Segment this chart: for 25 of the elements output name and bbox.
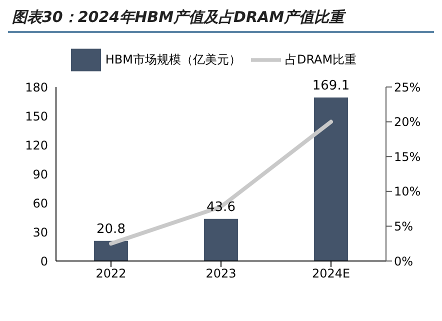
y2-tick-label: 0% [394,254,414,268]
y-tick-label: 90 [32,167,48,182]
data-label: 43.6 [206,200,236,215]
bar [204,218,238,261]
bar [94,240,128,261]
data-label: 169.1 [312,78,350,94]
legend-label: 占DRAM比重 [284,52,357,66]
y2-tick-label: 25% [394,80,421,94]
data-label: 20.8 [96,222,126,237]
x-tick-label: 2024E [312,266,350,281]
y-tick-label: 30 [32,225,48,240]
y-tick-label: 120 [25,138,48,152]
bar [314,98,348,261]
y-tick-label: 180 [25,80,48,94]
x-tick-label: 2022 [96,266,126,281]
legend-label: HBM市场规模（亿美元） [105,52,241,66]
y2-tick-label: 15% [394,150,421,164]
y-tick-label: 60 [32,196,48,210]
y2-tick-label: 10% [394,184,421,199]
chart-title: 图表30：2024年HBM产值及占DRAM产值比重 [8,8,434,33]
y-tick-label: 0 [40,254,48,268]
y-tick-label: 150 [25,109,48,124]
x-tick-label: 2023 [206,266,236,281]
y2-tick-label: 5% [394,219,414,234]
y2-tick-label: 20% [394,115,421,130]
